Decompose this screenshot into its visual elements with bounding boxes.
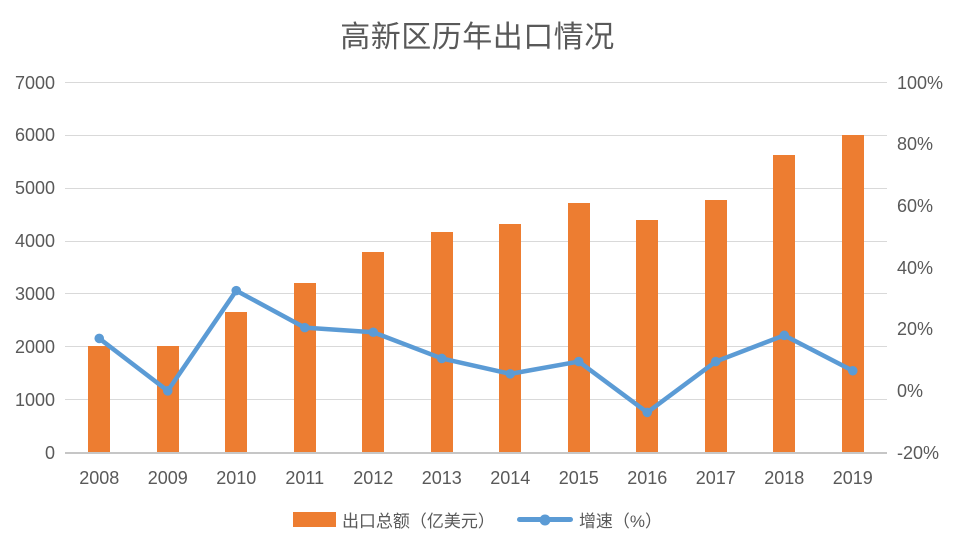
legend: 出口总额（亿美元） 增速（%） bbox=[0, 507, 955, 532]
y-right-tick-100%: 100% bbox=[897, 72, 944, 93]
legend-item-export: 出口总额（亿美元） bbox=[292, 507, 495, 532]
x-label-2016: 2016 bbox=[627, 468, 668, 488]
bar-2019 bbox=[841, 135, 864, 453]
gridline-7000 bbox=[65, 82, 887, 83]
y-right-tick-40%: 40% bbox=[897, 257, 934, 278]
gridline-3000 bbox=[65, 293, 887, 295]
legend-bar-swatch-icon bbox=[292, 512, 336, 527]
x-label-2018: 2018 bbox=[764, 468, 805, 488]
y-right-tick-20%: 20% bbox=[897, 319, 934, 340]
chart-title: 高新区历年出口情况 bbox=[340, 20, 615, 55]
y-right-tick-80%: 80% bbox=[897, 134, 934, 155]
x-label-2013: 2013 bbox=[421, 468, 462, 488]
y-right-tick--20%: -20% bbox=[897, 442, 940, 463]
bar-2015 bbox=[567, 203, 590, 453]
bar-2011 bbox=[293, 283, 316, 453]
x-label-2010: 2010 bbox=[216, 468, 257, 488]
x-label-2015: 2015 bbox=[558, 468, 599, 488]
legend-item-growth: 增速（%） bbox=[516, 507, 663, 532]
x-label-2012: 2012 bbox=[353, 468, 394, 488]
x-axis-line bbox=[65, 451, 887, 454]
gridline-5000 bbox=[65, 187, 887, 189]
y-left-tick-4000: 4000 bbox=[14, 231, 55, 252]
gridline-1000 bbox=[65, 399, 887, 401]
x-label-2017: 2017 bbox=[695, 468, 736, 488]
legend-line-dot-icon bbox=[539, 514, 551, 525]
y-right-tick-60%: 60% bbox=[897, 195, 934, 216]
bar-2008 bbox=[88, 345, 111, 453]
legend-label-growth: 增速（%） bbox=[578, 512, 663, 531]
x-label-2019: 2019 bbox=[832, 468, 873, 488]
bar-2013 bbox=[430, 232, 453, 453]
legend-line-swatch-icon bbox=[516, 514, 573, 525]
x-label-2008: 2008 bbox=[79, 468, 120, 488]
y-left-tick-5000: 5000 bbox=[14, 178, 55, 199]
x-label-2011: 2011 bbox=[285, 468, 325, 488]
bar-2017 bbox=[704, 199, 727, 453]
legend-label-export: 出口总额（亿美元） bbox=[341, 512, 495, 531]
gridline-4000 bbox=[65, 240, 887, 242]
bar-2018 bbox=[773, 154, 796, 453]
bar-2012 bbox=[362, 252, 385, 453]
y-left-tick-3000: 3000 bbox=[14, 283, 55, 304]
y-left-tick-7000: 7000 bbox=[14, 72, 55, 93]
gridline-6000 bbox=[65, 134, 887, 136]
x-label-2014: 2014 bbox=[490, 468, 531, 488]
bar-2010 bbox=[225, 311, 248, 453]
y-left-tick-6000: 6000 bbox=[14, 125, 55, 146]
gridline-2000 bbox=[65, 346, 887, 348]
y-left-tick-2000: 2000 bbox=[14, 336, 55, 357]
y-right-tick-0%: 0% bbox=[897, 380, 924, 401]
x-label-2009: 2009 bbox=[147, 468, 188, 488]
y-left-tick-1000: 1000 bbox=[14, 389, 55, 410]
bar-2016 bbox=[636, 219, 659, 453]
bar-2014 bbox=[499, 223, 522, 453]
y-left-tick-0: 0 bbox=[44, 442, 55, 463]
bar-2009 bbox=[156, 345, 179, 453]
